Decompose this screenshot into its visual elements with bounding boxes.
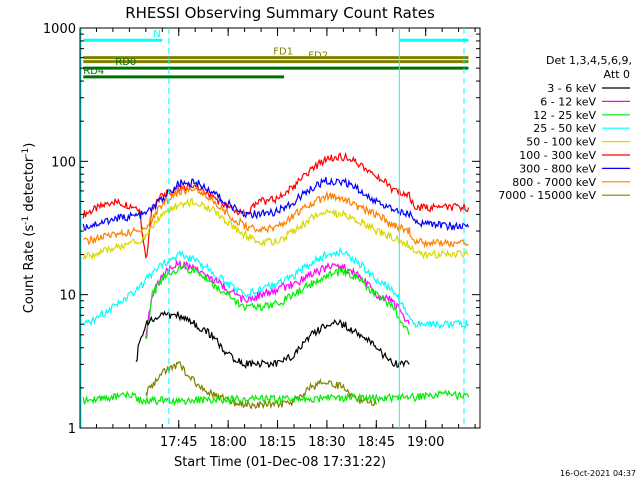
y-axis-label: Count Rate (s-1 detector-1): [21, 143, 37, 314]
series-line: [83, 185, 469, 249]
series-line: [82, 389, 470, 406]
x-tick-label: 18:45: [358, 435, 395, 450]
x-tick-label: 18:00: [209, 435, 246, 450]
y-axis-label-superscript: -1: [21, 148, 31, 157]
plot-area: [79, 27, 481, 429]
series-line: [145, 263, 410, 340]
legend-label: 50 - 100 keV: [526, 136, 596, 149]
segment-label: N: [153, 29, 160, 40]
legend-label: 300 - 800 keV: [519, 162, 596, 175]
y-tick-label: 10: [59, 289, 76, 304]
segment-label: RD0: [115, 57, 136, 68]
x-tick-label: 18:30: [308, 435, 345, 450]
y-axis-label-part: Count Rate (s: [22, 225, 37, 314]
plot-frame: [79, 27, 481, 429]
legend-header-line: Det 1,3,4,5,6,9,: [546, 54, 632, 67]
series-line: [82, 151, 470, 260]
x-tick-label: 18:15: [259, 435, 296, 450]
y-axis-label-superscript: -1: [21, 216, 31, 225]
legend-label: 7000 - 15000 keV: [498, 189, 596, 202]
axes: 1 10 100 1000 17:45 18:00 18:15 18:30 18:45 19:00: [43, 22, 480, 450]
series-line: [145, 259, 410, 338]
legend-header-line: Att 0: [604, 68, 630, 81]
segment-label: RD4: [83, 66, 104, 77]
legend-label: 100 - 300 keV: [519, 149, 596, 162]
legend-label: 25 - 50 keV: [533, 122, 596, 135]
chart-marks: [82, 151, 470, 410]
marker-lines: [80, 28, 465, 428]
x-axis-label: Start Time (01-Dec-08 17:31:22): [174, 455, 386, 470]
x-tick-label: 17:45: [160, 435, 197, 450]
y-axis-label-part: detector: [22, 156, 37, 216]
segment-label: FD1: [273, 47, 293, 58]
chart-title: RHESSI Observing Summary Count Rates: [125, 4, 435, 22]
legend-label: 12 - 25 keV: [533, 109, 596, 122]
legend-label: 3 - 6 keV: [547, 82, 596, 95]
legend-label: 6 - 12 keV: [540, 95, 596, 108]
y-tick-label: 100: [51, 155, 76, 170]
legend-label: 800 - 7000 keV: [512, 176, 596, 189]
series-line: [82, 197, 469, 261]
svg-text:Count Rate (s-1 detector-1): Count Rate (s-1 detector-1): [21, 143, 37, 314]
series-line: [135, 310, 410, 370]
timestamp-footer: 16-Oct-2021 04:37: [560, 469, 636, 478]
y-tick-label: 1000: [43, 22, 76, 37]
segment-label: FD2: [308, 51, 328, 62]
y-tick-label: 1: [68, 422, 76, 437]
series-line: [145, 361, 377, 410]
series-line: [82, 176, 470, 232]
series-line: [83, 246, 469, 330]
x-tick-label: 19:00: [407, 435, 444, 450]
y-axis-label-part: ): [22, 143, 37, 148]
segment-bars: N FD1 FD2 RD0 RD4: [83, 29, 469, 79]
